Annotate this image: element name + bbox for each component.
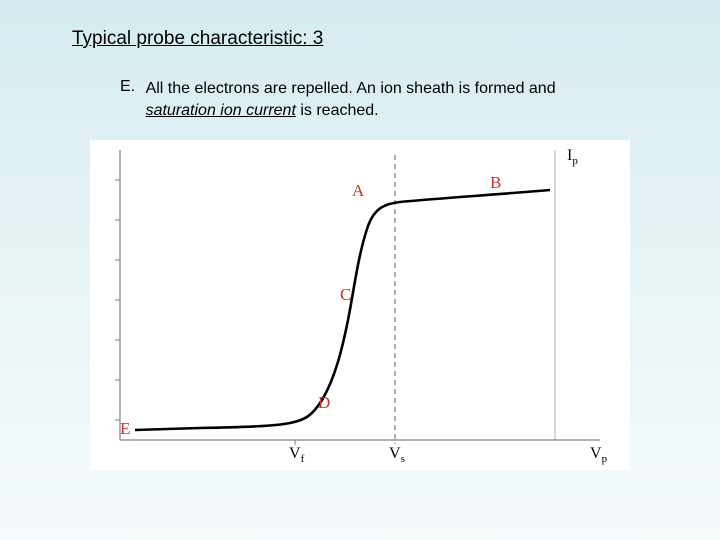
label-d: D: [318, 393, 330, 412]
bullet-pre: All the electrons are repelled. An ion s…: [146, 80, 556, 97]
chart-svg: A B C D E Ip Vp Vf Vs: [90, 140, 630, 470]
bullet-post: is reached.: [296, 102, 379, 119]
bullet-italic: saturation ion current: [146, 102, 296, 119]
y-ticks: [115, 180, 120, 420]
bullet-letter: E.: [120, 78, 135, 96]
bullet-text: All the electrons are repelled. An ion s…: [146, 78, 576, 121]
label-a: A: [352, 181, 365, 200]
probe-chart: A B C D E Ip Vp Vf Vs: [90, 140, 630, 470]
y-axis-label: Ip: [567, 147, 578, 167]
slide-title: Typical probe characteristic: 3: [72, 28, 323, 50]
iv-curve: [135, 190, 550, 430]
vf-label: Vf: [289, 445, 305, 465]
x-axis-label: Vp: [590, 445, 608, 465]
vs-label: Vs: [389, 445, 405, 465]
bullet-item: E. All the electrons are repelled. An io…: [120, 78, 600, 121]
label-e: E: [120, 419, 130, 438]
label-c: C: [340, 285, 351, 304]
label-b: B: [490, 173, 501, 192]
